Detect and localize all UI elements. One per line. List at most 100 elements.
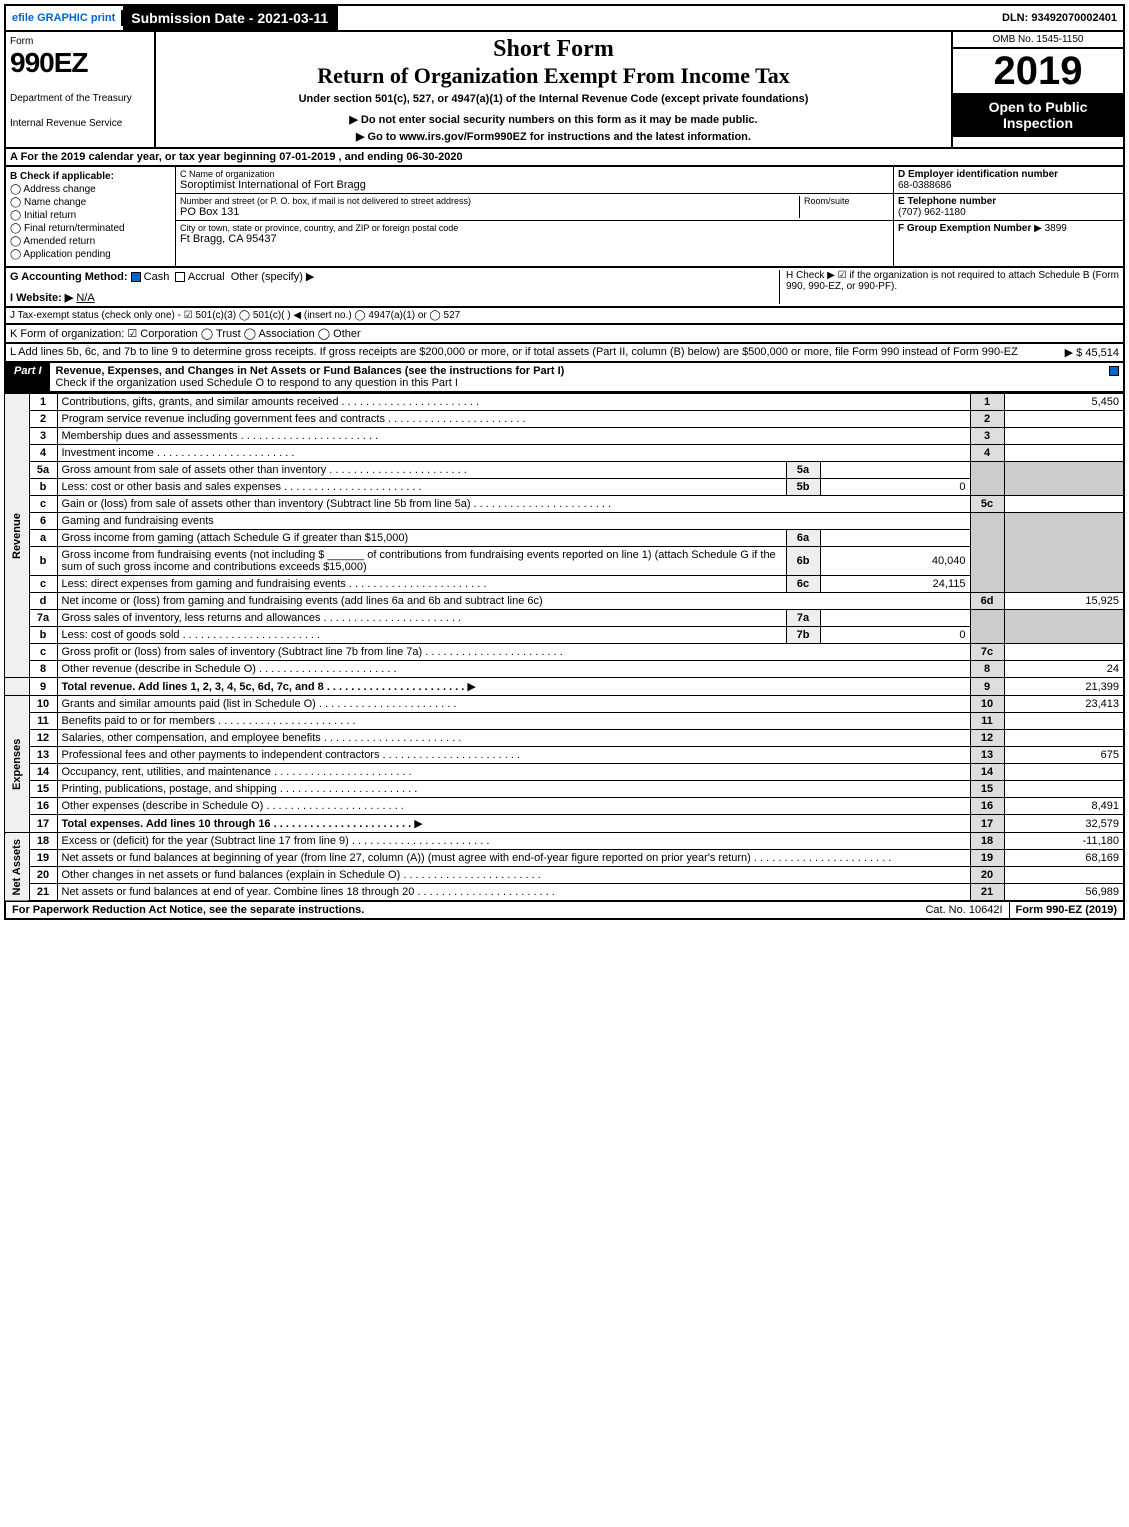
part1-check: Check if the organization used Schedule … [56, 377, 458, 389]
chk-amended[interactable]: Amended return [10, 236, 171, 247]
chk-final[interactable]: Final return/terminated [10, 223, 171, 234]
line-5b-subnum: 5b [786, 479, 820, 496]
line-6a-subnum: 6a [786, 530, 820, 547]
g-accrual: Accrual [188, 271, 225, 283]
line-16-num: 16 [29, 798, 57, 815]
line-11-col: 11 [970, 713, 1004, 730]
chk-address[interactable]: Address change [10, 184, 171, 195]
line-7b-num: b [29, 627, 57, 644]
line-1-val: 5,450 [1004, 394, 1124, 411]
line-16-val: 8,491 [1004, 798, 1124, 815]
line-17-num: 17 [29, 815, 57, 833]
chk-pending[interactable]: Application pending [10, 249, 171, 260]
form-number: 990EZ [10, 47, 150, 79]
line-5b-subval: 0 [820, 479, 970, 496]
line-6c-subnum: 6c [786, 576, 820, 593]
g-accrual-check[interactable] [175, 272, 185, 282]
pra-notice: For Paperwork Reduction Act Notice, see … [6, 902, 370, 918]
g-cash: Cash [144, 271, 170, 283]
line-6b-subnum: 6b [786, 547, 820, 576]
part1-checkbox[interactable] [1109, 366, 1119, 376]
line-15-val [1004, 781, 1124, 798]
line-13-num: 13 [29, 747, 57, 764]
line-1-desc: Contributions, gifts, grants, and simila… [62, 396, 480, 408]
line-7a-subval [820, 610, 970, 627]
line-9-desc: Total revenue. Add lines 1, 2, 3, 4, 5c,… [62, 681, 465, 693]
line-6d-val: 15,925 [1004, 593, 1124, 610]
line-14-val [1004, 764, 1124, 781]
line-6c-num: c [29, 576, 57, 593]
line-8-num: 8 [29, 661, 57, 678]
c-city-label: City or town, state or province, country… [180, 223, 889, 233]
group-value: ▶ 3899 [1034, 223, 1067, 234]
go-to-link[interactable]: ▶ Go to www.irs.gov/Form990EZ for instru… [164, 130, 943, 143]
section-subtitle: Under section 501(c), 527, or 4947(a)(1)… [164, 93, 943, 105]
line-6c-desc: Less: direct expenses from gaming and fu… [62, 578, 487, 590]
line-6b-num: b [29, 547, 57, 576]
line-6a-num: a [29, 530, 57, 547]
row-k: K Form of organization: ☑ Corporation ◯ … [4, 325, 1125, 344]
line-2-desc: Program service revenue including govern… [62, 413, 526, 425]
line-20-num: 20 [29, 867, 57, 884]
line-5c-num: c [29, 496, 57, 513]
chk-initial[interactable]: Initial return [10, 210, 171, 221]
grey-5v [1004, 462, 1124, 496]
line-8-col: 8 [970, 661, 1004, 678]
grey-5 [970, 462, 1004, 496]
line-7b-subval: 0 [820, 627, 970, 644]
line-7b-subnum: 7b [786, 627, 820, 644]
line-15-num: 15 [29, 781, 57, 798]
line-1-col: 1 [970, 394, 1004, 411]
grey-7 [970, 610, 1004, 644]
chk-name[interactable]: Name change [10, 197, 171, 208]
line-20-val [1004, 867, 1124, 884]
ein-label: D Employer identification number [898, 169, 1058, 180]
line-8-desc: Other revenue (describe in Schedule O) [62, 663, 397, 675]
line-13-val: 675 [1004, 747, 1124, 764]
line-4-col: 4 [970, 445, 1004, 462]
omb-number: OMB No. 1545-1150 [953, 32, 1123, 49]
g-cash-check[interactable] [131, 272, 141, 282]
line-19-val: 68,169 [1004, 850, 1124, 867]
form-header: Form 990EZ Department of the Treasury In… [4, 32, 1125, 149]
website-value: N/A [76, 292, 276, 304]
line-10-col: 10 [970, 696, 1004, 713]
row-j: J Tax-exempt status (check only one) - ☑… [4, 308, 1125, 325]
efile-link[interactable]: efile GRAPHIC print [6, 10, 123, 26]
line-6-desc: Gaming and fundraising events [57, 513, 970, 530]
line-5a-subnum: 5a [786, 462, 820, 479]
line-3-col: 3 [970, 428, 1004, 445]
line-7c-num: c [29, 644, 57, 661]
line-11-desc: Benefits paid to or for members [62, 715, 356, 727]
line-16-desc: Other expenses (describe in Schedule O) [62, 800, 404, 812]
g-other: Other (specify) ▶ [231, 271, 315, 283]
line-21-num: 21 [29, 884, 57, 902]
line-3-num: 3 [29, 428, 57, 445]
line-9-num: 9 [29, 678, 57, 696]
line-6b-desc: Gross income from fundraising events (no… [57, 547, 786, 576]
line-9-val: 21,399 [1004, 678, 1124, 696]
line-17-val: 32,579 [1004, 815, 1124, 833]
open-to-public: Open to Public Inspection [953, 93, 1123, 137]
b-label: B Check if applicable: [10, 171, 114, 182]
row-l: L Add lines 5b, 6c, and 7b to line 9 to … [4, 344, 1125, 363]
line-6d-desc: Net income or (loss) from gaming and fun… [57, 593, 970, 610]
tel-value: (707) 962-1180 [898, 207, 966, 218]
line-18-desc: Excess or (deficit) for the year (Subtra… [62, 835, 490, 847]
line-4-num: 4 [29, 445, 57, 462]
line-14-num: 14 [29, 764, 57, 781]
line-5b-desc: Less: cost or other basis and sales expe… [62, 481, 422, 493]
line-7a-desc: Gross sales of inventory, less returns a… [62, 612, 462, 624]
i-label: I Website: ▶ [10, 292, 73, 304]
section-c: C Name of organization Soroptimist Inter… [176, 167, 893, 266]
line-6c-subval: 24,115 [820, 576, 970, 593]
h-text: H Check ▶ ☑ if the organization is not r… [779, 270, 1119, 304]
line-15-col: 15 [970, 781, 1004, 798]
line-13-col: 13 [970, 747, 1004, 764]
line-8-val: 24 [1004, 661, 1124, 678]
room-suite-label: Room/suite [804, 196, 889, 206]
line-5c-val [1004, 496, 1124, 513]
line-18-num: 18 [29, 833, 57, 850]
line-16-col: 16 [970, 798, 1004, 815]
line-5b-num: b [29, 479, 57, 496]
